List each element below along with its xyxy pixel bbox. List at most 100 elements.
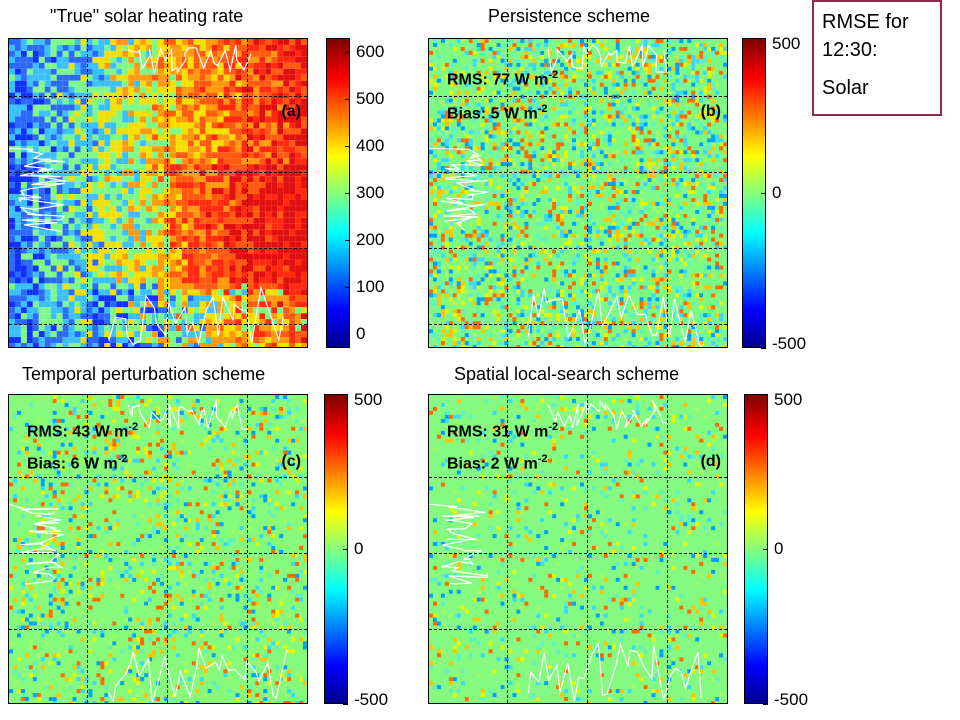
diff-cell [476, 146, 481, 151]
heat-cell [175, 301, 182, 308]
heat-cell [277, 128, 284, 135]
heat-cell [253, 110, 260, 117]
diff-cell [603, 162, 608, 167]
diff-cell [496, 186, 501, 191]
diff-cell [691, 321, 696, 326]
diff-cell [432, 249, 437, 254]
diff-cell [603, 261, 608, 266]
heat-cell [271, 241, 278, 248]
diff-cell [444, 110, 449, 115]
heat-cell [140, 193, 147, 200]
heat-cell [68, 205, 75, 212]
colorbar-tick-label: 100 [356, 276, 385, 296]
diff-cell [488, 289, 493, 294]
heat-cell [32, 188, 39, 194]
heat-cell [14, 176, 21, 183]
heat-cell [283, 205, 290, 212]
heat-cell [62, 253, 69, 260]
heat-cell [253, 241, 260, 248]
diff-cell [591, 281, 596, 286]
diff-cell [536, 82, 541, 87]
heat-cell [122, 80, 129, 87]
heat-cell [38, 193, 45, 200]
diff-cell [444, 281, 449, 286]
diff-cell [440, 305, 445, 310]
heat-cell [295, 343, 302, 347]
diff-cell [452, 106, 457, 111]
diff-cell [719, 70, 724, 75]
diff-cell [667, 102, 672, 107]
heat-cell [211, 176, 218, 183]
heat-cell [163, 229, 170, 236]
diff-cell [512, 78, 517, 83]
heat-cell [211, 253, 218, 260]
diff-cell [671, 66, 676, 71]
heat-cell [259, 325, 266, 332]
heat-cell [122, 265, 129, 272]
heat-cell [56, 289, 63, 296]
heat-cell [68, 134, 75, 141]
heat-cell [235, 193, 242, 200]
diff-cell [572, 186, 577, 191]
heat-cell [56, 259, 63, 266]
heat-cell [265, 44, 272, 51]
diff-cell [452, 313, 457, 318]
heat-cell [62, 223, 69, 230]
diff-cell [572, 221, 577, 226]
diff-cell [627, 205, 632, 210]
heat-cell [110, 325, 117, 332]
diff-cell [560, 209, 565, 214]
heat-cell [146, 259, 153, 266]
diff-cell [639, 58, 644, 63]
heat-cell [50, 152, 57, 159]
diff-cell [655, 74, 660, 79]
diff-cell [556, 118, 561, 123]
diff-cell [647, 70, 652, 75]
heat-cell [199, 331, 206, 338]
heat-cell [134, 307, 141, 314]
diff-cell [484, 261, 489, 266]
heat-cell [199, 229, 206, 236]
heat-cell [229, 289, 236, 296]
diff-cell [623, 253, 628, 258]
diff-cell [468, 221, 473, 226]
heat-cell [265, 122, 272, 129]
diff-cell [564, 269, 569, 274]
diff-cell [647, 178, 652, 183]
diff-cell [556, 86, 561, 91]
diff-cell [540, 54, 545, 59]
diff-cell [647, 285, 652, 290]
diff-cell [460, 138, 465, 143]
diff-cell [587, 245, 592, 250]
diff-cell [715, 174, 720, 179]
heat-cell [295, 92, 302, 99]
heat-cell [152, 86, 158, 93]
heat-cell [217, 241, 224, 248]
diff-cell [655, 237, 660, 242]
diff-cell [639, 277, 644, 282]
diff-cell [552, 158, 557, 163]
diff-cell [556, 70, 561, 75]
heat-cell [181, 170, 188, 177]
diff-cell [591, 166, 596, 171]
diff-cell [655, 317, 660, 322]
diff-cell [528, 122, 533, 127]
heat-cell [235, 116, 242, 123]
heat-cell [163, 223, 170, 230]
heat-cell [223, 325, 230, 332]
heat-cell [175, 265, 182, 272]
diff-cell [444, 209, 449, 214]
heat-cell [283, 164, 290, 171]
heat-cell [169, 170, 176, 177]
heat-cell [253, 116, 260, 123]
heat-cell [175, 271, 182, 278]
diff-cell [711, 146, 716, 151]
heat-cell [205, 289, 212, 296]
diff-cell [607, 106, 612, 111]
heat-cell [289, 128, 296, 135]
diff-cell [572, 233, 577, 238]
heat-cell [32, 44, 39, 51]
heat-cell [271, 128, 278, 135]
diff-cell [564, 114, 569, 119]
diff-cell [556, 110, 561, 115]
